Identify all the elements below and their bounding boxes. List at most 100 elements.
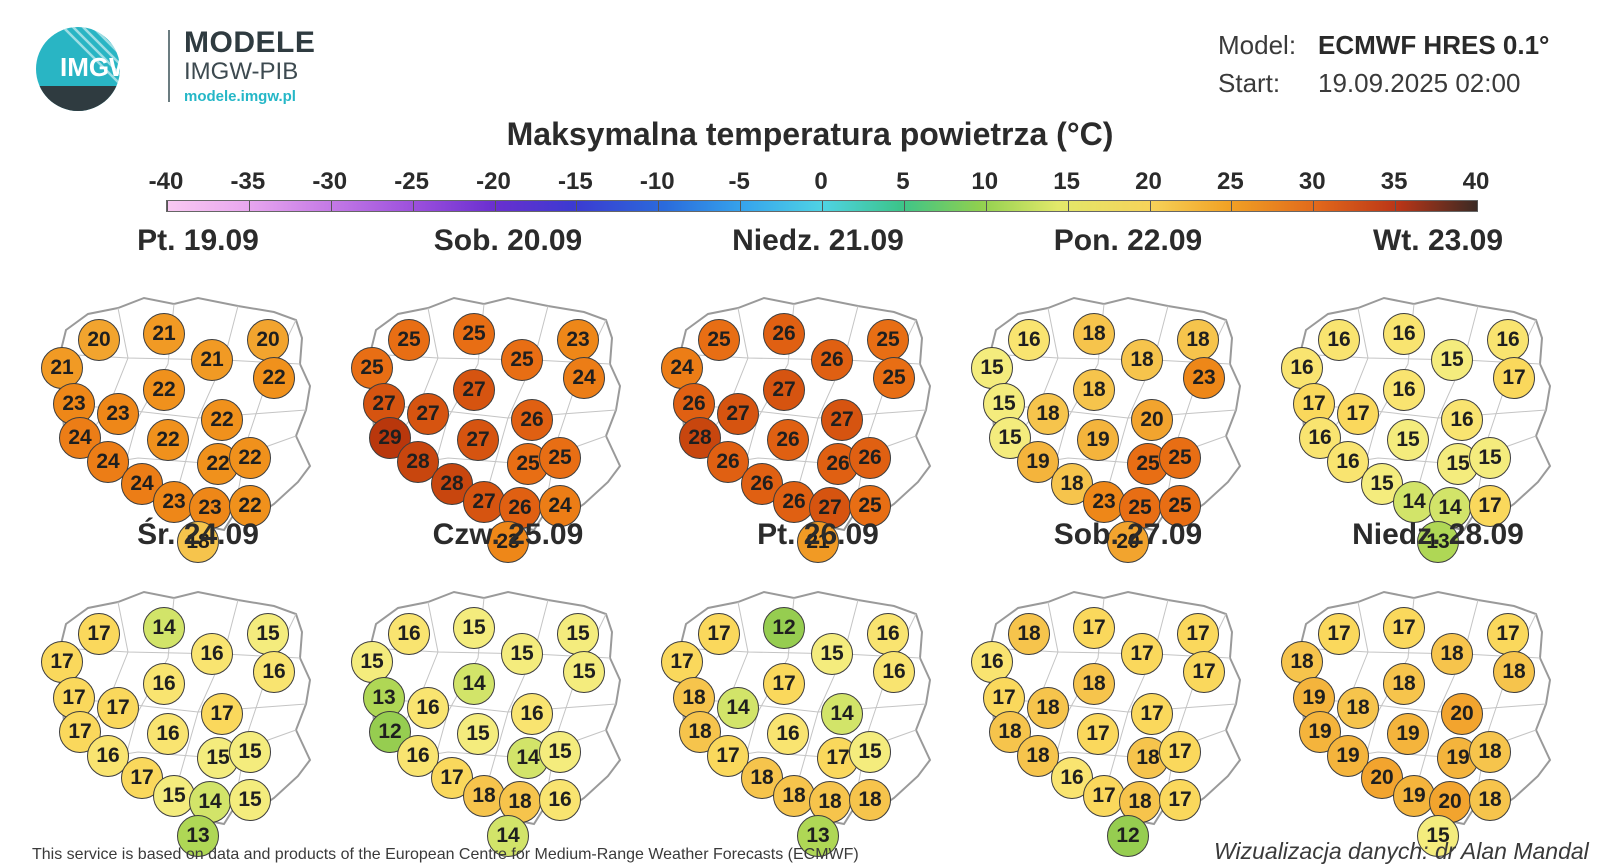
colorbar-tick	[412, 201, 414, 211]
region-border	[793, 305, 859, 503]
temperature-marker: 12	[763, 607, 805, 649]
author-credit: Wizualizacja danych: dr Alan Mandal	[1214, 838, 1589, 864]
temperature-marker: 16	[191, 633, 233, 675]
temperature-marker: 18	[1493, 651, 1535, 693]
temperature-marker: 15	[351, 641, 393, 683]
temperature-marker: 25	[698, 319, 740, 361]
temperature-marker: 27	[453, 369, 495, 411]
day-label: Niedz. 21.09	[732, 224, 904, 257]
temperature-marker: 18	[1073, 369, 1115, 411]
temperature-marker: 16	[1441, 399, 1483, 441]
colorbar-tick	[1395, 201, 1397, 211]
temperature-marker: 17	[661, 641, 703, 683]
model-label: Model:	[1218, 30, 1297, 60]
temperature-marker: 15	[811, 633, 853, 675]
temperature-marker: 18	[989, 711, 1031, 753]
brand-org: IMGW-PIB	[184, 58, 299, 85]
temperature-marker: 14	[453, 663, 495, 705]
temperature-marker: 17	[1159, 731, 1201, 773]
temperature-marker: 15	[153, 775, 195, 817]
temperature-marker: 26	[741, 463, 783, 505]
temperature-marker: 20	[78, 319, 120, 361]
forecast-panel: Pt. 26.09 17 12 16 17 15 16 18 14 17 14 18 16 17 17 15 1…	[661, 518, 968, 857]
forecast-panel: Sob. 27.09 18 17 17 16 17 17 17 18 18 17 18 17 18 18 17…	[971, 518, 1278, 857]
colorbar-tick-label: 0	[814, 168, 828, 195]
temperature-marker: 26	[511, 399, 553, 441]
temperature-marker: 23	[1183, 357, 1225, 399]
brand-divider	[168, 30, 170, 102]
colorbar-tick-label: 10	[971, 168, 999, 195]
temperature-marker: 16	[1487, 319, 1529, 361]
colorbar-tick	[576, 201, 578, 211]
day-label: Pt. 19.09	[137, 224, 259, 257]
temperature-marker: 17	[698, 613, 740, 655]
temperature-marker: 16	[253, 651, 295, 693]
colorbar-tick	[985, 201, 987, 211]
temperature-marker: 15	[247, 613, 289, 655]
colorbar-tick-label: -40	[148, 168, 184, 195]
temperature-marker: 18	[177, 521, 219, 563]
colorbar-tick-label: -35	[230, 168, 266, 195]
temperature-marker: 17	[1077, 713, 1119, 755]
temperature-marker: 17	[41, 641, 83, 683]
temperature-marker: 18	[1337, 687, 1379, 729]
temperature-marker: 15	[539, 731, 581, 773]
temperature-marker: 24	[59, 417, 101, 459]
temperature-marker: 20	[1441, 693, 1483, 735]
temperature-marker: 25	[867, 319, 909, 361]
day-label: Czw. 25.09	[432, 518, 584, 551]
temperature-marker: 17	[1073, 607, 1115, 649]
temperature-marker: 15	[557, 613, 599, 655]
temperature-marker: 15	[1417, 815, 1459, 857]
temperature-marker: 27	[821, 399, 863, 441]
temperature-marker: 24	[563, 357, 605, 399]
temperature-marker: 21	[41, 347, 83, 389]
temperature-marker: 16	[1327, 441, 1369, 483]
colorbar-tick	[330, 201, 332, 211]
temperature-marker: 17	[1159, 779, 1201, 821]
temperature-marker: 25	[388, 319, 430, 361]
temperature-marker: 18	[1383, 663, 1425, 705]
temperature-marker: 18	[1027, 393, 1069, 435]
forecast-panel: Niedz. 28.09 17 17 17 18 18 18 19 18 18 20 19 19 19 19…	[1281, 518, 1588, 857]
temperature-marker: 20	[247, 319, 289, 361]
region-border	[1103, 305, 1169, 503]
region-border	[1413, 305, 1479, 503]
colorbar-tick	[658, 201, 660, 211]
colorbar-tick-label: -10	[639, 168, 675, 195]
day-label: Sob. 27.09	[1053, 518, 1203, 551]
colorbar-tick-label: 25	[1217, 168, 1244, 195]
temperature-marker: 25	[539, 437, 581, 479]
brand-url-link[interactable]: modele.imgw.pl	[184, 88, 296, 105]
temperature-marker: 18	[1127, 737, 1169, 779]
temperature-marker: 17	[78, 613, 120, 655]
temperature-marker: 18	[1469, 779, 1511, 821]
forecast-panel: Sob. 20.09 25 25 23 25 25 24 27 27 27 26 29 27 25 28 25…	[351, 224, 658, 563]
temperature-marker: 18	[1073, 313, 1115, 355]
temperature-marker: 15	[563, 651, 605, 693]
temperature-marker: 25	[873, 357, 915, 399]
temperature-marker: 22	[229, 437, 271, 479]
temperature-marker: 17	[763, 663, 805, 705]
temperature-marker: 15	[1361, 463, 1403, 505]
temperature-marker: 29	[369, 417, 411, 459]
temperature-marker: 16	[147, 713, 189, 755]
colorbar-tick	[494, 201, 496, 211]
day-label: Śr. 24.09	[137, 518, 259, 551]
region-border	[483, 599, 549, 797]
temperature-marker: 16	[1299, 417, 1341, 459]
colorbar-tick-label: 15	[1053, 168, 1080, 195]
colorbar-tick-label: 5	[896, 168, 910, 195]
temperature-marker: 23	[487, 521, 529, 563]
temperature-marker: 15	[501, 633, 543, 675]
start-value: 19.09.2025 02:00	[1318, 68, 1521, 98]
temperature-marker: 14	[143, 607, 185, 649]
colorbar-tick-label: 35	[1380, 168, 1408, 195]
temperature-marker: 22	[253, 357, 295, 399]
temperature-marker: 18	[849, 779, 891, 821]
forecast-panel: Pt. 19.09 20 21 20 21 21 22 23 23 22 22 24 22 22 24 22 2…	[41, 224, 348, 563]
temperature-marker: 21	[143, 313, 185, 355]
temperature-marker: 23	[97, 393, 139, 435]
temperature-marker: 16	[511, 693, 553, 735]
temperature-marker: 16	[873, 651, 915, 693]
